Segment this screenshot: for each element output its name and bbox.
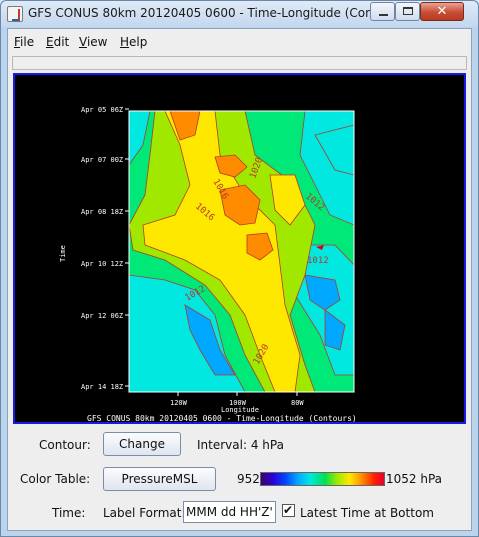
y-tick-label: Apr 14 18Z (81, 383, 123, 391)
window-title: GFS CONUS 80km 20120405 0600 - Time-Long… (28, 6, 409, 20)
y-tick-marks (125, 108, 298, 396)
map-display-panel[interactable]: 1016 1020 1012 1012 1012 1020 1016 Apr 0… (13, 73, 466, 424)
client-area: File Edit View Help (7, 28, 472, 531)
color-range-max: 1052 hPa (386, 472, 443, 486)
contour-label: Contour: (39, 438, 91, 452)
y-tick-label: Apr 07 00Z (81, 156, 123, 164)
menu-file[interactable]: File (14, 35, 35, 49)
menu-edit[interactable]: Edit (46, 35, 70, 49)
color-table-preview (260, 472, 385, 486)
color-table-label: Color Table: (20, 472, 91, 486)
x-tick-label: 80W (291, 399, 304, 407)
label-format-input[interactable]: MMM dd HH'Z' (183, 501, 276, 523)
change-contour-button[interactable]: Change (103, 432, 181, 456)
close-button[interactable]: ✕ (420, 2, 464, 21)
menu-help[interactable]: Help (120, 35, 148, 49)
menu-view[interactable]: View (79, 35, 108, 49)
menu-bar: File Edit View Help (8, 29, 471, 53)
close-icon: ✕ (436, 4, 448, 19)
color-table-button[interactable]: PressureMSL (103, 467, 216, 491)
title-bar[interactable]: GFS CONUS 80km 20120405 0600 - Time-Long… (1, 1, 478, 27)
latest-time-checkbox[interactable]: ✔ (282, 503, 295, 517)
minimize-icon (379, 14, 388, 16)
check-icon: ✔ (283, 503, 294, 517)
plot-frame (128, 110, 355, 393)
y-tick-label: Apr 05 06Z (81, 106, 123, 114)
x-tick-label: 120W (170, 399, 188, 407)
maximize-button[interactable] (395, 2, 420, 21)
time-label: Time: (52, 506, 86, 520)
y-tick-label: Apr 08 18Z (81, 208, 123, 216)
contour-label: 1012 (307, 256, 329, 266)
time-longitude-plot: 1016 1020 1012 1012 1012 1020 1016 Apr 0… (15, 75, 464, 422)
contour-interval-text: Interval: 4 hPa (197, 438, 284, 452)
contour-field (129, 111, 354, 392)
y-tick-label: Apr 10 12Z (81, 260, 123, 268)
y-axis-title: Time (59, 245, 67, 262)
toolbar-strip (12, 56, 467, 70)
x-axis-title: Longitude (221, 406, 259, 414)
y-axis: Apr 05 06Z Apr 07 00Z Apr 08 18Z Apr 10 … (59, 106, 123, 391)
latest-time-label[interactable]: Latest Time at Bottom (300, 506, 434, 520)
y-tick-label: Apr 12 06Z (81, 312, 123, 320)
label-format-label: Label Format: (103, 506, 186, 520)
app-icon (7, 6, 23, 22)
color-range-min: 952 (237, 472, 260, 486)
minimize-button[interactable] (370, 2, 395, 21)
x-axis: 120W 100W 80W Longitude (170, 399, 304, 414)
plot-caption: GFS CONUS 80km 20120405 0600 - Time-Long… (87, 414, 357, 422)
x-tick-label: 100W (229, 399, 247, 407)
maximize-icon (403, 7, 413, 15)
